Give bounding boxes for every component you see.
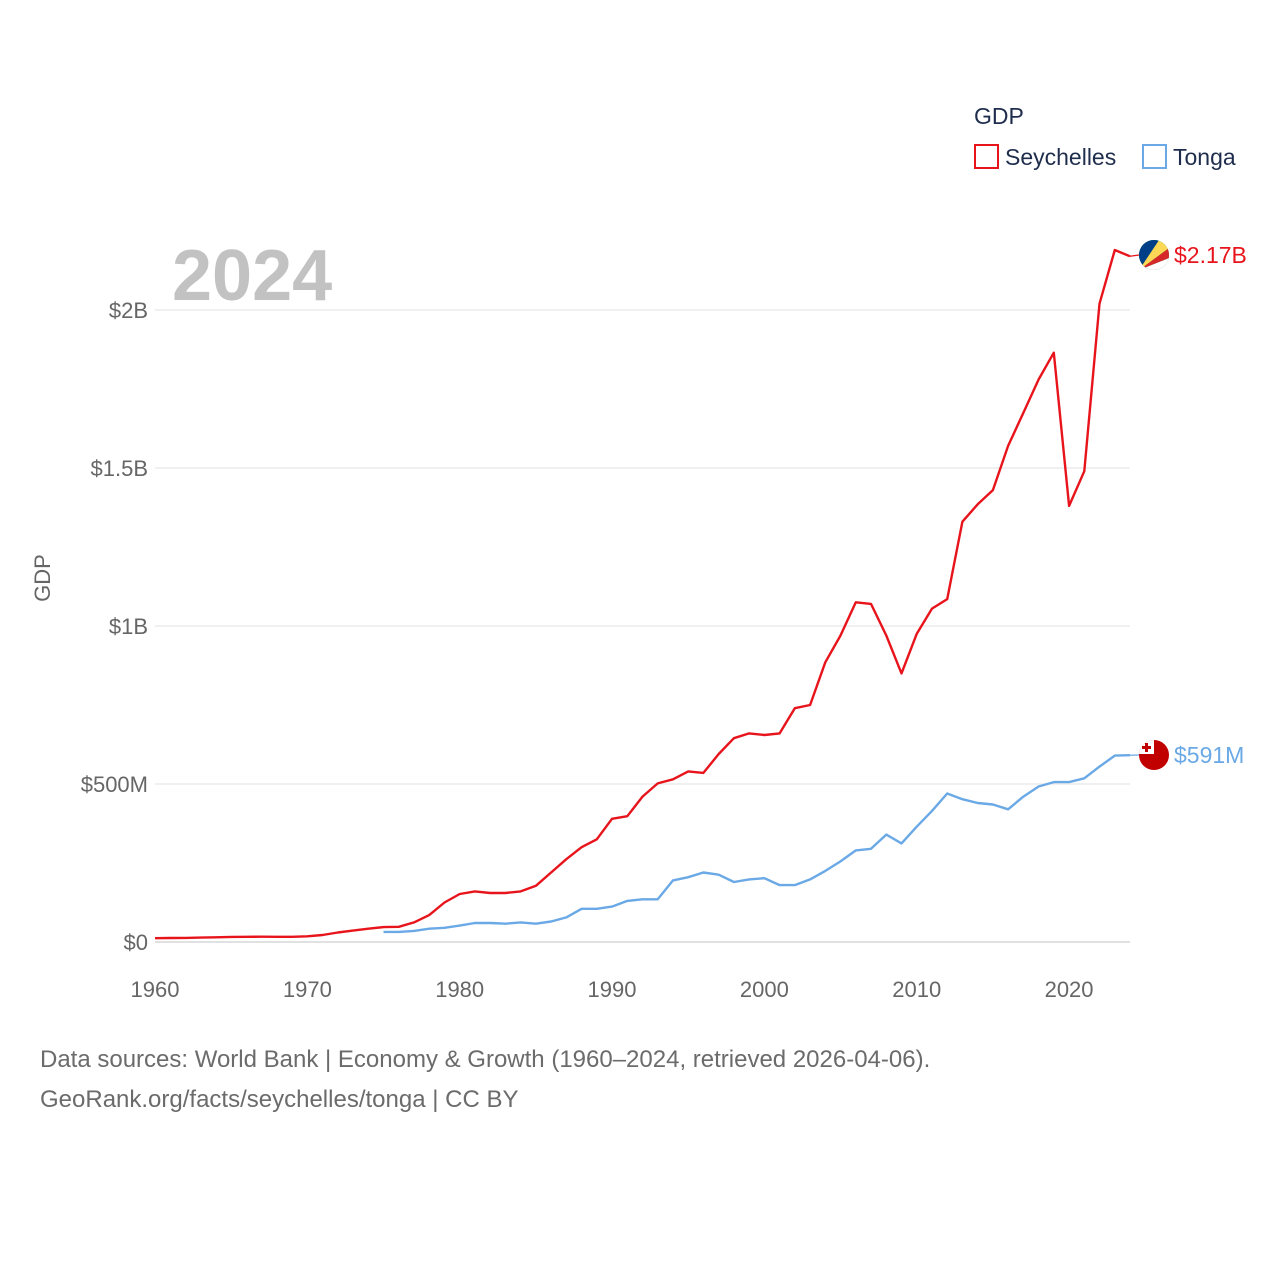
x-tick-label: 1990 bbox=[588, 977, 637, 1002]
series-line-seychelles[interactable] bbox=[154, 248, 1131, 940]
y-axis-ticks: $0 $500M $1B $1.5B $2B bbox=[81, 298, 148, 955]
tonga-flag-icon bbox=[1139, 740, 1169, 770]
x-tick-label: 1980 bbox=[435, 977, 484, 1002]
legend-swatch-tonga bbox=[1142, 144, 1167, 169]
x-axis-ticks: 1960 1970 1980 1990 2000 2010 2020 bbox=[131, 977, 1094, 1002]
legend-item-seychelles[interactable]: Seychelles bbox=[974, 144, 1116, 170]
y-axis-title: GDP bbox=[30, 554, 55, 602]
series-line-tonga[interactable] bbox=[383, 754, 1131, 934]
legend-label-tonga: Tonga bbox=[1173, 144, 1236, 170]
footer: Data sources: World Bank | Economy & Gro… bbox=[40, 1040, 1240, 1120]
end-label-tonga: $591M bbox=[1174, 742, 1244, 768]
legend-item-tonga[interactable]: Tonga bbox=[1142, 144, 1236, 170]
legend-swatch-seychelles bbox=[974, 144, 999, 169]
y-tick-label: $500M bbox=[81, 772, 148, 797]
x-tick-label: 2010 bbox=[892, 977, 941, 1002]
seychelles-flag-icon bbox=[1139, 240, 1169, 270]
y-tick-label: $2B bbox=[109, 298, 148, 323]
current-year-label: 2024 bbox=[172, 236, 332, 316]
footer-sources: Data sources: World Bank | Economy & Gro… bbox=[40, 1046, 931, 1073]
x-tick-label: 1960 bbox=[131, 977, 180, 1002]
y-tick-label: $0 bbox=[124, 930, 148, 955]
x-tick-label: 2020 bbox=[1045, 977, 1094, 1002]
x-tick-label: 2000 bbox=[740, 977, 789, 1002]
end-labels: $2.17B $591M bbox=[1174, 242, 1247, 768]
grid-lines bbox=[155, 309, 1130, 943]
end-label-seychelles: $2.17B bbox=[1174, 242, 1247, 268]
footer-link[interactable]: GeoRank.org/facts/seychelles/tonga | CC … bbox=[40, 1086, 519, 1113]
legend: GDP Seychelles Tonga bbox=[974, 103, 1236, 170]
y-tick-label: $1.5B bbox=[91, 456, 149, 481]
y-tick-label: $1B bbox=[109, 614, 148, 639]
end-connector-seychelles bbox=[1129, 254, 1140, 257]
legend-label-seychelles: Seychelles bbox=[1005, 144, 1116, 170]
series-lines bbox=[154, 248, 1140, 940]
legend-title: GDP bbox=[974, 103, 1024, 129]
x-tick-label: 1970 bbox=[283, 977, 332, 1002]
